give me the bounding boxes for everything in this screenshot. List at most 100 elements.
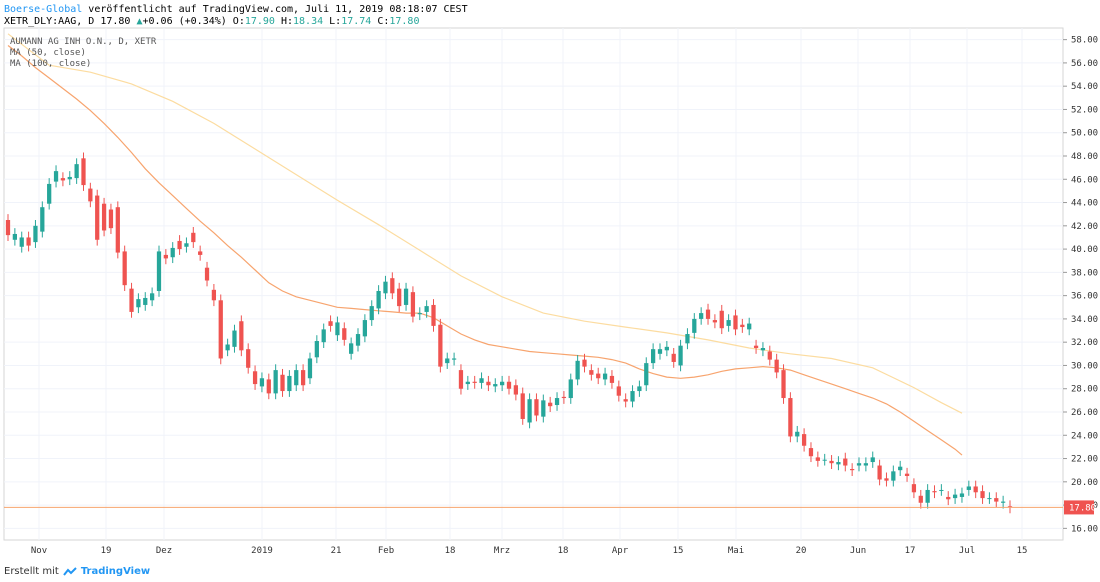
candle[interactable] [740, 318, 745, 333]
candle[interactable] [712, 314, 718, 329]
footer-brand[interactable]: TradingView [80, 566, 151, 577]
candle[interactable] [355, 328, 361, 352]
candle[interactable] [479, 372, 484, 389]
candle[interactable] [568, 373, 573, 404]
candle[interactable] [808, 442, 814, 463]
candle[interactable] [699, 307, 704, 325]
candle[interactable] [163, 249, 168, 265]
candle[interactable] [1001, 495, 1006, 509]
candle[interactable] [843, 452, 848, 472]
candle[interactable] [438, 318, 443, 373]
candle[interactable] [541, 394, 546, 423]
candle[interactable] [349, 337, 354, 360]
candle[interactable] [67, 171, 72, 186]
candle[interactable] [417, 307, 422, 321]
candle[interactable] [445, 352, 450, 369]
candle[interactable] [218, 294, 223, 365]
candle[interactable] [259, 372, 265, 393]
candle[interactable] [760, 342, 766, 357]
candle[interactable] [74, 158, 79, 184]
candle[interactable] [273, 364, 278, 400]
candle[interactable] [101, 197, 107, 237]
candle[interactable] [863, 457, 869, 472]
candle[interactable] [829, 455, 834, 470]
candle[interactable] [149, 287, 155, 307]
candle[interactable] [582, 353, 587, 373]
candle[interactable] [191, 226, 196, 248]
candle[interactable] [266, 373, 271, 400]
candle[interactable] [342, 322, 347, 346]
candle[interactable] [156, 245, 162, 297]
candle[interactable] [136, 293, 141, 314]
candle[interactable] [115, 201, 120, 259]
candle[interactable] [747, 317, 752, 336]
candle[interactable] [493, 378, 498, 393]
candle[interactable] [952, 488, 958, 504]
candle[interactable] [520, 387, 525, 425]
ma50-legend[interactable]: MA (50, close) [10, 48, 86, 58]
candle[interactable] [198, 245, 203, 261]
candle[interactable] [781, 364, 786, 404]
candle[interactable] [19, 231, 24, 253]
candle[interactable] [47, 178, 52, 210]
candle[interactable] [911, 478, 917, 499]
candle[interactable] [685, 328, 690, 350]
candle[interactable] [994, 492, 999, 508]
candle[interactable] [376, 285, 381, 315]
candle[interactable] [239, 315, 244, 357]
candle[interactable] [918, 489, 923, 509]
candle[interactable] [5, 214, 11, 241]
candle[interactable] [40, 201, 45, 238]
candle[interactable] [959, 487, 965, 503]
candle[interactable] [225, 338, 230, 357]
candle[interactable] [596, 367, 601, 385]
candle[interactable] [397, 282, 402, 312]
candle[interactable] [506, 375, 512, 395]
candle[interactable] [664, 341, 669, 357]
candle[interactable] [733, 309, 738, 336]
candle[interactable] [390, 272, 395, 300]
candle[interactable] [856, 457, 862, 472]
candle[interactable] [431, 299, 436, 332]
candle[interactable] [788, 392, 793, 443]
candle[interactable] [644, 357, 649, 392]
candle[interactable] [561, 391, 567, 404]
candle[interactable] [403, 282, 409, 311]
candle[interactable] [108, 203, 114, 234]
candle[interactable] [252, 365, 258, 390]
candle[interactable] [500, 375, 505, 392]
candle[interactable] [657, 343, 663, 360]
candle[interactable] [939, 484, 944, 496]
candle[interactable] [60, 172, 66, 187]
candle[interactable] [410, 286, 416, 323]
ma100-legend[interactable]: MA (100, close) [10, 59, 92, 69]
candle[interactable] [424, 300, 429, 318]
candle[interactable] [650, 343, 656, 369]
candle[interactable] [548, 396, 553, 412]
candle[interactable] [891, 465, 896, 487]
candle[interactable] [486, 375, 491, 392]
candle[interactable] [589, 364, 594, 381]
candle[interactable] [877, 459, 882, 486]
candle[interactable] [753, 339, 759, 354]
candle[interactable] [170, 242, 175, 264]
candle[interactable] [95, 189, 100, 246]
candle[interactable] [554, 392, 560, 411]
candle[interactable] [362, 314, 368, 343]
candle[interactable] [33, 220, 38, 248]
candle[interactable] [815, 451, 820, 467]
candle[interactable] [980, 485, 985, 504]
candle[interactable] [129, 282, 134, 318]
candle[interactable] [966, 480, 971, 496]
candle[interactable] [946, 491, 951, 506]
candle[interactable] [1007, 500, 1013, 514]
candle[interactable] [925, 484, 930, 509]
candle[interactable] [836, 456, 841, 471]
candle[interactable] [527, 393, 532, 429]
candle[interactable] [26, 231, 31, 252]
candle[interactable] [973, 480, 978, 499]
candle[interactable] [383, 275, 388, 300]
publisher-brand[interactable]: Boerse-Global [4, 4, 83, 15]
candle[interactable] [88, 182, 93, 208]
candle[interactable] [637, 380, 642, 397]
